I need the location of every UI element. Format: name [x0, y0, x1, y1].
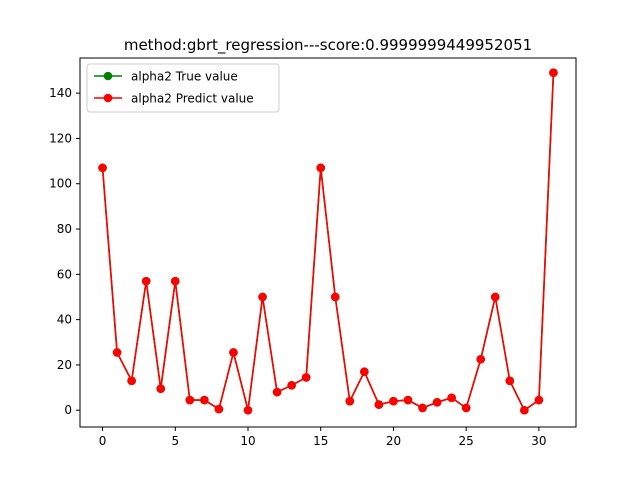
data-point-1-15 — [316, 163, 326, 173]
x-tick-label-4: 20 — [386, 434, 401, 448]
y-tick-label-7: 140 — [49, 86, 72, 100]
data-point-1-5 — [170, 276, 180, 286]
y-tick-label-5: 100 — [49, 177, 72, 191]
x-tick-label-2: 10 — [240, 434, 255, 448]
y-tick-label-6: 120 — [49, 131, 72, 145]
x-tick-label-1: 5 — [171, 434, 179, 448]
data-point-1-19 — [374, 400, 384, 409]
data-point-1-27 — [490, 292, 500, 302]
data-point-1-14 — [301, 373, 311, 382]
x-tick-label-5: 25 — [459, 434, 474, 448]
data-point-1-29 — [520, 405, 529, 415]
data-point-1-8 — [214, 404, 224, 414]
legend-marker-1 — [103, 93, 113, 103]
y-tick-label-4: 80 — [57, 222, 72, 236]
data-point-1-24 — [447, 393, 456, 403]
data-point-1-22 — [418, 403, 427, 413]
data-point-1-6 — [185, 395, 195, 405]
legend-label-0: alpha2 True value — [131, 70, 238, 84]
data-point-1-0 — [98, 163, 107, 173]
y-tick-label-3: 60 — [57, 267, 72, 281]
data-point-1-30 — [534, 395, 544, 405]
x-tick-label-0: 0 — [99, 434, 107, 448]
data-point-1-23 — [432, 398, 442, 407]
data-point-1-31 — [549, 68, 558, 78]
data-point-1-13 — [287, 381, 296, 390]
plot-frame — [79, 57, 577, 428]
data-point-1-3 — [141, 276, 151, 286]
data-point-1-17 — [345, 396, 355, 406]
data-point-1-2 — [127, 376, 136, 386]
y-tick-label-1: 20 — [57, 358, 72, 372]
data-point-1-20 — [389, 396, 398, 406]
data-point-1-16 — [330, 292, 340, 302]
data-point-1-9 — [229, 348, 238, 357]
x-tick-label-3: 15 — [313, 434, 328, 448]
data-point-1-21 — [403, 395, 413, 405]
x-tick-label-6: 30 — [531, 434, 546, 448]
chart-title: method:gbrt_regression---score:0.9999999… — [124, 36, 532, 55]
legend-marker-0 — [103, 71, 113, 81]
data-point-1-28 — [505, 376, 515, 386]
data-point-1-1 — [112, 348, 122, 357]
data-point-1-11 — [258, 292, 267, 302]
legend-frame — [86, 63, 280, 113]
y-tick-label-2: 40 — [57, 313, 72, 327]
data-point-1-7 — [200, 395, 209, 405]
data-point-1-25 — [461, 403, 471, 413]
data-point-1-26 — [476, 354, 486, 364]
data-point-1-10 — [243, 405, 253, 415]
legend-label-1: alpha2 Predict value — [131, 92, 254, 106]
data-point-1-4 — [156, 384, 166, 394]
legend: alpha2 True value alpha2 Predict value — [86, 63, 280, 113]
y-tick-label-0: 0 — [64, 403, 72, 417]
data-point-1-12 — [272, 387, 282, 397]
series-line-1 — [101, 72, 555, 412]
data-point-1-18 — [360, 367, 369, 377]
